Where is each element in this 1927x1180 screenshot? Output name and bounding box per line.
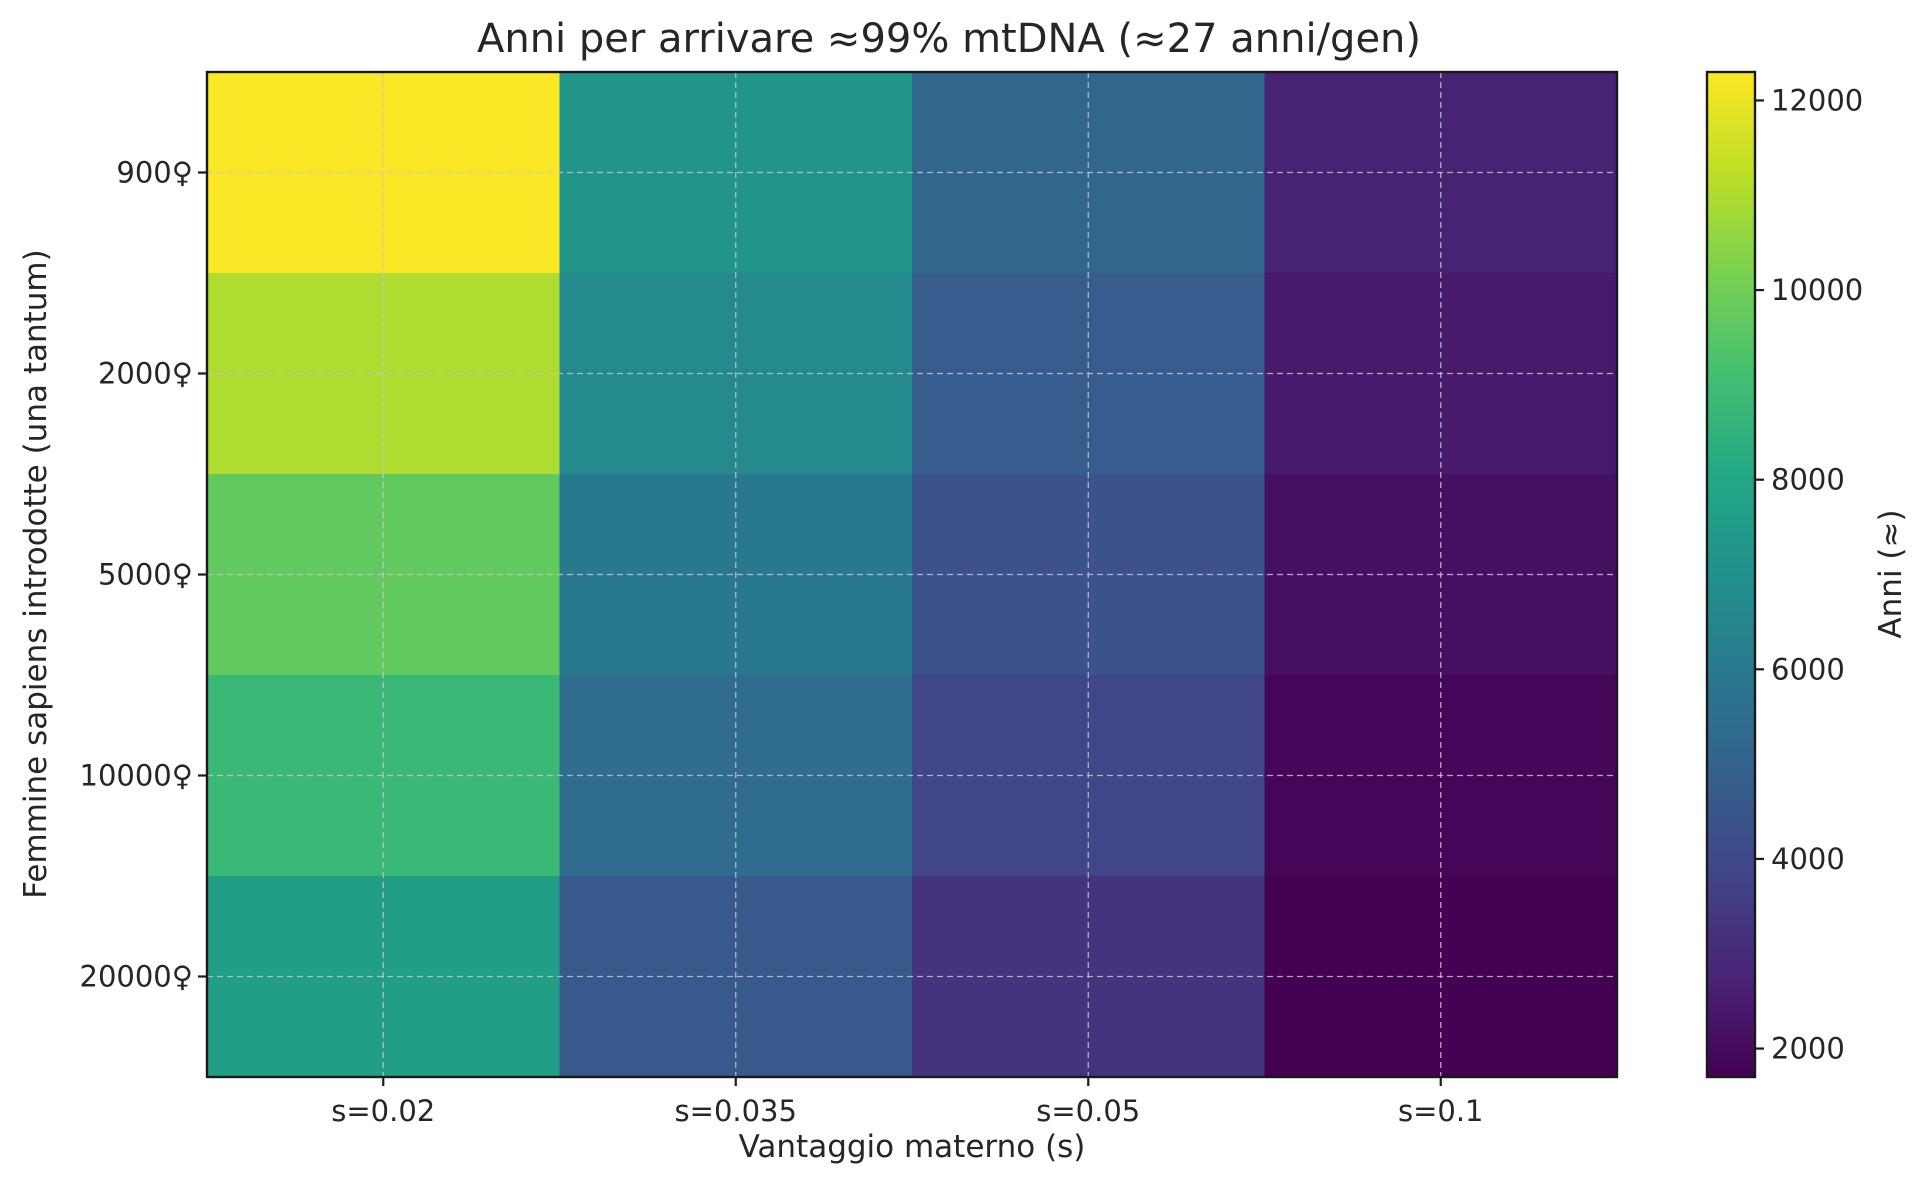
x-axis-label: Vantaggio materno (s) [739,1129,1086,1165]
chart-title: Anni per arrivare ≈99% mtDNA (≈27 anni/g… [477,16,1421,62]
colorbar-tick-label: 12000 [1771,83,1863,117]
colorbar-tick-label: 6000 [1771,652,1845,686]
y-tick-label: 10000♀ [80,759,194,793]
y-tick-label: 20000♀ [80,960,194,994]
colorbar-tick-label: 2000 [1771,1032,1845,1066]
x-axis-ticks: s=0.02 s=0.035 s=0.05 s=0.1 [331,1077,1484,1128]
y-axis-label: Femmine sapiens introdotte (una tantum) [18,249,54,898]
colorbar: 2000 4000 6000 8000 10000 12000 Anni (≈) [1705,70,1909,1079]
colorbar-label: Anni (≈) [1873,509,1909,638]
x-tick-label: s=0.05 [1036,1094,1140,1128]
y-tick-label: 5000♀ [98,558,193,592]
colorbar-gradient [1707,72,1755,1077]
colorbar-tick-label: 10000 [1771,273,1863,307]
x-tick-label: s=0.02 [331,1094,435,1128]
y-tick-label: 900♀ [116,156,193,190]
y-axis-ticks: 900♀ 2000♀ 5000♀ 10000♀ 20000♀ [80,156,207,994]
x-tick-label: s=0.1 [1398,1094,1484,1128]
y-tick-label: 2000♀ [98,357,193,391]
colorbar-tick-label: 8000 [1771,463,1845,497]
colorbar-frame [1705,70,1757,1079]
x-tick-label: s=0.035 [675,1094,797,1128]
grid-lines [207,72,1617,1077]
colorbar-tick-label: 4000 [1771,842,1845,876]
colorbar-ticks: 2000 4000 6000 8000 10000 12000 [1755,83,1863,1066]
